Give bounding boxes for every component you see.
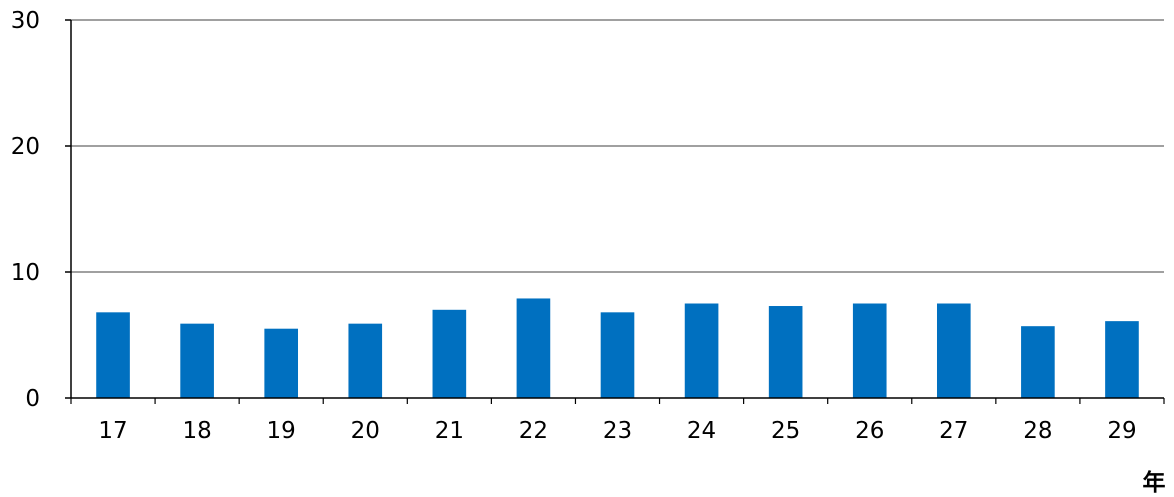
x-axis-unit-label: 年: [1143, 469, 1166, 496]
x-tick-label-27: 27: [939, 418, 968, 444]
bar-18: [180, 323, 214, 398]
bar-26: [852, 303, 887, 398]
bar-29: [1105, 321, 1139, 398]
y-axis-ticks: 0 10 20 30: [11, 8, 40, 412]
x-tick-label-17: 17: [98, 418, 127, 444]
y-tick-label-10: 10: [11, 260, 40, 286]
bar-22: [516, 298, 551, 398]
gridlines: [71, 19, 1164, 273]
x-tick-label-21: 21: [435, 418, 464, 444]
bar-27: [936, 303, 971, 398]
bar-17: [96, 312, 130, 398]
bar-20: [348, 323, 383, 398]
bar-series: [96, 298, 1139, 398]
bar-21: [432, 309, 467, 398]
x-tick-label-26: 26: [855, 418, 884, 444]
x-tick-label-19: 19: [267, 418, 296, 444]
x-tick-label-20: 20: [351, 418, 380, 444]
bar-28: [1021, 326, 1055, 398]
x-tick-label-28: 28: [1023, 418, 1052, 444]
x-axis-ticks: 17 18 19 20 21 22 23 24 25 26 27 28 29: [98, 418, 1136, 444]
x-tick-label-23: 23: [603, 418, 632, 444]
y-tick-label-0: 0: [25, 386, 40, 412]
bar-25: [768, 306, 803, 398]
x-tick-label-25: 25: [771, 418, 800, 444]
x-tick-label-18: 18: [182, 418, 211, 444]
bar-19: [264, 328, 299, 398]
y-tick-label-20: 20: [11, 134, 40, 160]
x-tick-label-24: 24: [687, 418, 716, 444]
bar-23: [600, 312, 635, 398]
axes: [65, 19, 1165, 404]
x-tick-label-22: 22: [519, 418, 548, 444]
y-tick-label-30: 30: [11, 8, 40, 34]
x-tick-label-29: 29: [1107, 418, 1136, 444]
bar-24: [684, 303, 719, 398]
